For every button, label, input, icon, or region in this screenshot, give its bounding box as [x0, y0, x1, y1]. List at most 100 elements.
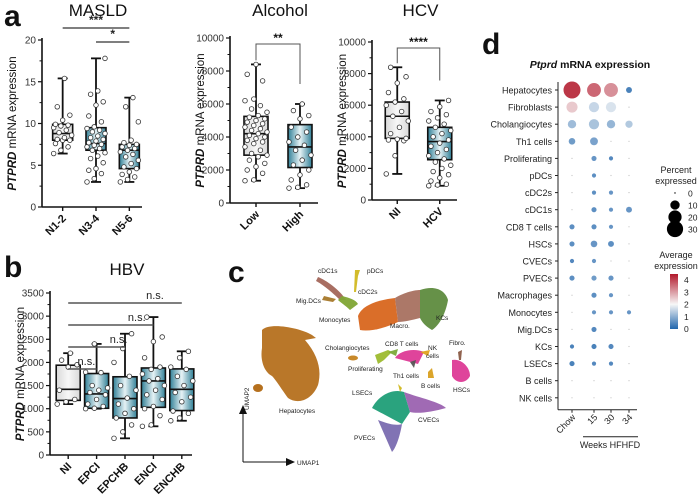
data-point — [246, 132, 253, 139]
data-point — [251, 177, 257, 183]
data-point — [428, 143, 434, 149]
data-point — [139, 423, 146, 430]
data-point — [248, 150, 255, 157]
y-tick-label: 1500 — [22, 381, 45, 392]
data-point — [170, 408, 176, 414]
dot — [608, 361, 614, 366]
x-tick-label: EPCHB — [95, 461, 131, 497]
dot — [610, 397, 612, 399]
data-point — [434, 149, 441, 156]
cluster-label: Th1 cells — [393, 373, 420, 380]
dot — [569, 344, 575, 349]
box-iqr — [55, 364, 82, 402]
size-legend-dot — [666, 220, 684, 238]
data-point — [297, 116, 303, 122]
dot — [591, 258, 597, 264]
data-point — [157, 412, 163, 419]
data-point — [59, 117, 66, 123]
y-tick-label: 10000 — [338, 38, 366, 49]
cluster-monocytes — [358, 298, 398, 331]
y-tick-label: 10000 — [196, 34, 224, 45]
significance-label: ** — [273, 31, 283, 45]
color-legend-title: Average — [659, 250, 692, 260]
chart-title: HCV — [403, 1, 440, 20]
dot — [591, 173, 597, 178]
dotplot-row-label: Monocytes — [508, 308, 552, 318]
box-chart-masld: MASLD PTPRD mRNA expression 0 5 10 15 20 N1-2 N3… — [7, 1, 142, 238]
data-point — [242, 144, 248, 150]
data-point — [244, 119, 250, 125]
size-legend-dot — [668, 210, 682, 224]
dot — [608, 293, 614, 298]
data-point — [157, 364, 163, 370]
data-point — [96, 127, 103, 133]
data-point — [246, 157, 253, 163]
data-point — [91, 405, 98, 411]
data-point — [185, 348, 192, 355]
data-point — [176, 415, 183, 421]
data-point — [394, 80, 400, 86]
y-tick-label: 0 — [30, 203, 36, 214]
cluster-lsecs — [372, 390, 410, 424]
x-tick-label: NI — [387, 206, 403, 222]
panel-letter-b: b — [4, 251, 23, 284]
box-n5-6 — [117, 94, 142, 185]
data-point — [133, 387, 139, 393]
dot — [606, 120, 616, 129]
data-point — [262, 134, 268, 140]
data-point — [396, 124, 403, 131]
dotplot-row-label: pDCs — [529, 171, 552, 181]
data-point — [242, 124, 248, 130]
data-point — [56, 129, 62, 136]
data-point — [292, 147, 299, 153]
dotplot-title-gene: Ptprd — [530, 59, 558, 71]
data-point — [119, 171, 125, 178]
box-chart-alcohol: Alcohol PTPRD mRNA expression 0 2000 4000 600… — [195, 1, 318, 234]
data-point — [130, 151, 136, 158]
dot — [571, 397, 573, 399]
dot — [604, 83, 618, 97]
dot — [563, 81, 581, 99]
data-point — [133, 165, 140, 172]
data-point — [50, 150, 57, 157]
data-point — [303, 129, 310, 135]
dotplot-row-label: B cells — [525, 376, 552, 386]
colorbar — [670, 274, 678, 329]
data-point — [290, 162, 297, 168]
significance-label: n.s. — [128, 312, 146, 324]
data-point — [297, 172, 303, 178]
y-axis-label: PTPRD mRNA expression — [195, 53, 207, 187]
data-point — [244, 71, 250, 77]
colorbar-tick-label: 2 — [684, 300, 689, 310]
data-point — [430, 168, 436, 175]
data-point — [117, 382, 124, 389]
x-tick-label: N5-6 — [110, 213, 135, 238]
data-point — [102, 150, 108, 156]
cluster-label: Proliferating — [348, 366, 383, 373]
dot — [591, 275, 597, 281]
cluster-proliferating — [375, 350, 392, 364]
data-point — [286, 139, 292, 145]
cluster-hscs — [395, 350, 424, 364]
dot — [628, 243, 630, 245]
data-point — [126, 169, 133, 175]
data-point — [54, 104, 60, 110]
cluster-label: cDC1s — [318, 268, 338, 275]
size-legend-value: 30 — [688, 225, 698, 235]
data-point — [299, 101, 305, 107]
data-point — [130, 94, 136, 101]
y-tick-label: 4000 — [202, 133, 225, 144]
y-axis-label-gene: PTPRD — [15, 402, 27, 441]
cluster-label: PVECs — [354, 435, 376, 442]
cluster-nk-cells — [420, 350, 430, 356]
panel-letter-d: d — [482, 28, 501, 61]
data-point — [85, 401, 91, 407]
data-point — [183, 366, 189, 373]
dotplot-column-label: 30 — [602, 412, 616, 426]
y-axis-label: PTPRD mRNA expression — [337, 54, 349, 188]
dot — [628, 106, 630, 108]
dot — [628, 363, 630, 365]
data-point — [67, 112, 73, 118]
y-tick-label: 10 — [25, 119, 37, 130]
significance-label: n.s. — [146, 290, 164, 302]
